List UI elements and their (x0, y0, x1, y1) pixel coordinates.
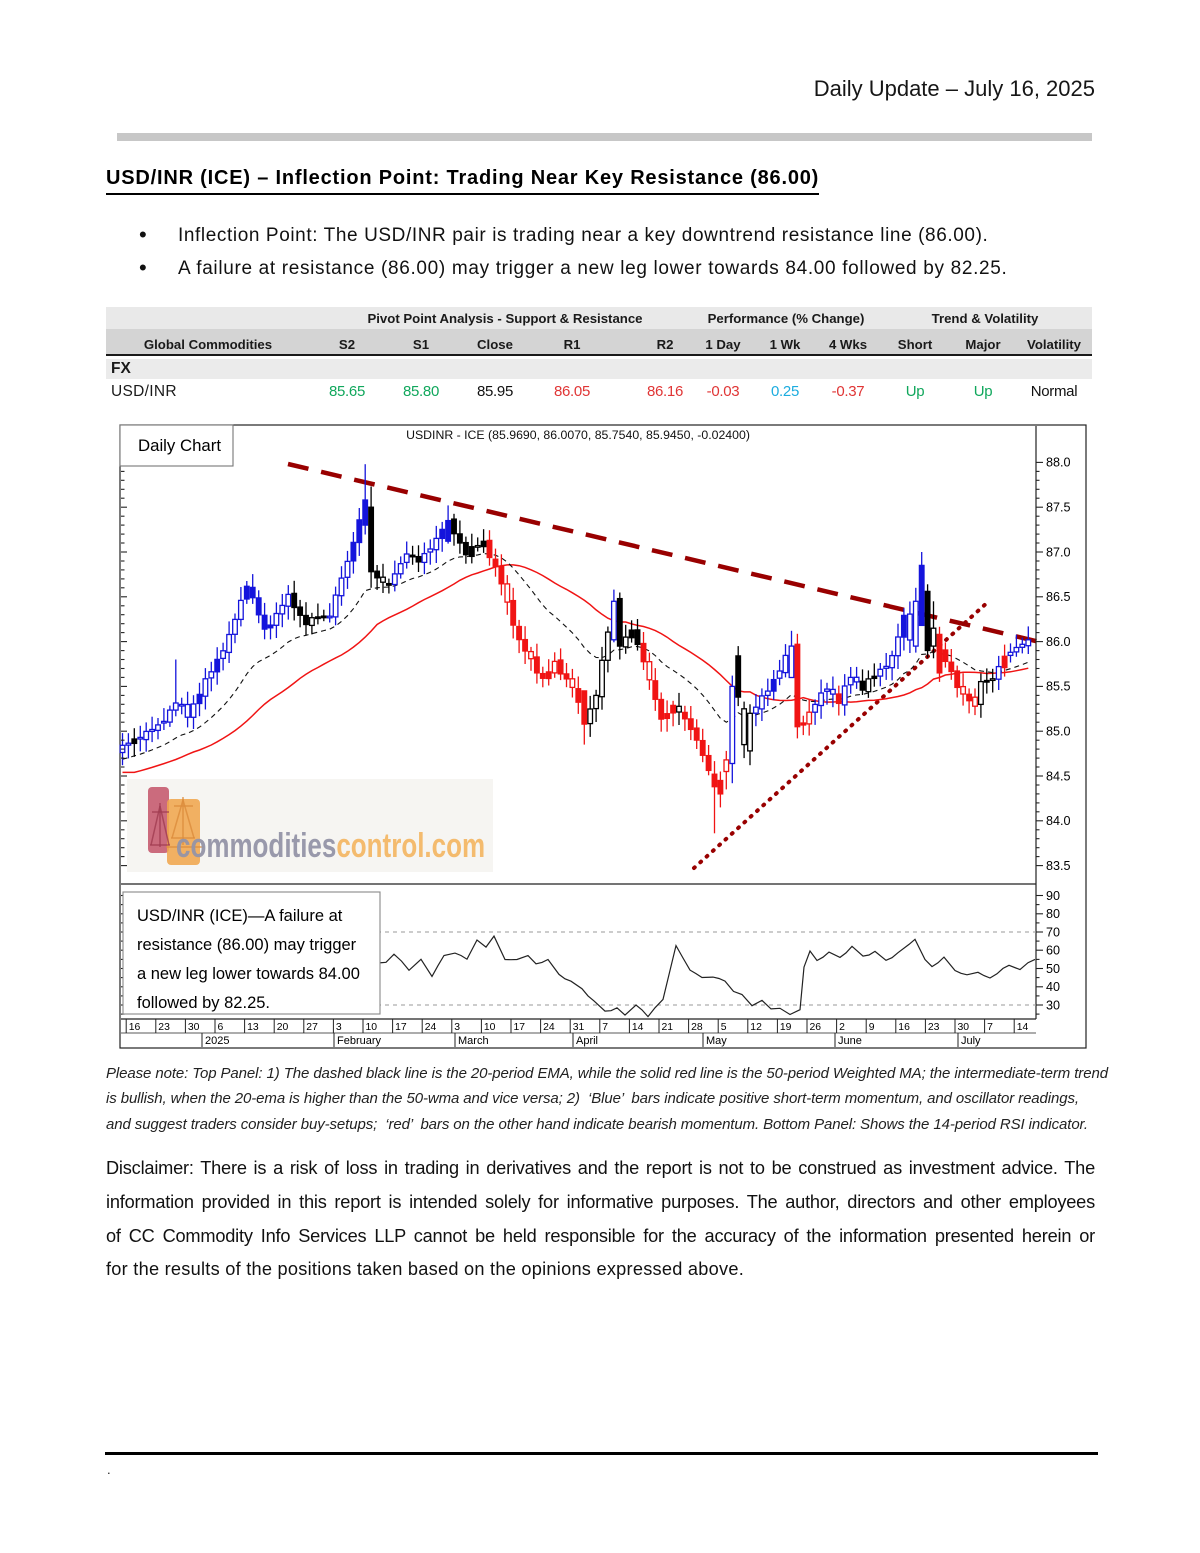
svg-text:a new leg lower towards 84.00: a new leg lower towards 84.00 (137, 965, 360, 983)
svg-text:Daily Chart: Daily Chart (138, 436, 221, 455)
svg-text:84.5: 84.5 (1046, 769, 1071, 783)
svg-text:85.0: 85.0 (1046, 725, 1071, 739)
svg-text:28: 28 (691, 1022, 703, 1033)
svg-text:21: 21 (662, 1022, 674, 1033)
svg-text:2: 2 (839, 1022, 845, 1033)
svg-text:April: April (576, 1035, 598, 1047)
svg-text:86.5: 86.5 (1046, 590, 1071, 604)
svg-text:24: 24 (425, 1022, 437, 1033)
svg-text:5: 5 (721, 1022, 727, 1033)
svg-text:50: 50 (1046, 962, 1060, 976)
svg-text:13: 13 (247, 1022, 259, 1033)
svg-text:87.5: 87.5 (1046, 501, 1071, 515)
svg-text:20: 20 (277, 1022, 289, 1033)
svg-text:31: 31 (573, 1022, 585, 1033)
svg-text:USD/INR (ICE)—A failure at: USD/INR (ICE)—A failure at (137, 907, 343, 925)
svg-text:March: March (458, 1035, 489, 1047)
svg-text:3: 3 (454, 1022, 460, 1033)
svg-text:84.0: 84.0 (1046, 814, 1071, 828)
svg-text:60: 60 (1046, 944, 1060, 958)
svg-text:14: 14 (632, 1022, 644, 1033)
svg-text:February: February (337, 1035, 382, 1047)
svg-text:90: 90 (1046, 889, 1060, 903)
svg-text:19: 19 (780, 1022, 792, 1033)
svg-text:26: 26 (810, 1022, 822, 1033)
svg-text:USDINR - ICE (85.9690, 86.0070: USDINR - ICE (85.9690, 86.0070, 85.7540,… (406, 428, 750, 442)
svg-text:9: 9 (869, 1022, 875, 1033)
svg-text:June: June (838, 1035, 862, 1047)
svg-text:3: 3 (336, 1022, 342, 1033)
svg-text:14: 14 (1017, 1022, 1029, 1033)
svg-text:resistance (86.00) may trigger: resistance (86.00) may trigger (137, 936, 357, 954)
svg-text:40: 40 (1046, 980, 1060, 994)
svg-text:7: 7 (602, 1022, 608, 1033)
svg-text:July: July (961, 1035, 981, 1047)
svg-text:87.0: 87.0 (1046, 545, 1071, 559)
svg-text:10: 10 (366, 1022, 378, 1033)
svg-text:80: 80 (1046, 907, 1060, 921)
svg-text:27: 27 (306, 1022, 318, 1033)
svg-text:30: 30 (958, 1022, 970, 1033)
svg-text:23: 23 (928, 1022, 940, 1033)
svg-text:17: 17 (395, 1022, 407, 1033)
svg-text:30: 30 (1046, 998, 1060, 1012)
svg-text:17: 17 (514, 1022, 526, 1033)
svg-text:commoditiescontrol.com: commoditiescontrol.com (176, 827, 485, 865)
svg-text:10: 10 (484, 1022, 496, 1033)
svg-text:2025: 2025 (205, 1035, 229, 1047)
svg-text:23: 23 (158, 1022, 170, 1033)
svg-text:86.0: 86.0 (1046, 635, 1071, 649)
svg-text:12: 12 (750, 1022, 762, 1033)
svg-text:88.0: 88.0 (1046, 456, 1071, 470)
svg-text:followed by 82.25.: followed by 82.25. (137, 994, 270, 1012)
svg-text:24: 24 (543, 1022, 555, 1033)
svg-text:6: 6 (218, 1022, 224, 1033)
svg-text:16: 16 (129, 1022, 141, 1033)
svg-text:85.5: 85.5 (1046, 680, 1071, 694)
svg-text:83.5: 83.5 (1046, 859, 1071, 873)
svg-text:16: 16 (898, 1022, 910, 1033)
svg-text:70: 70 (1046, 925, 1060, 939)
svg-text:May: May (706, 1035, 727, 1047)
svg-text:7: 7 (987, 1022, 993, 1033)
svg-text:30: 30 (188, 1022, 200, 1033)
